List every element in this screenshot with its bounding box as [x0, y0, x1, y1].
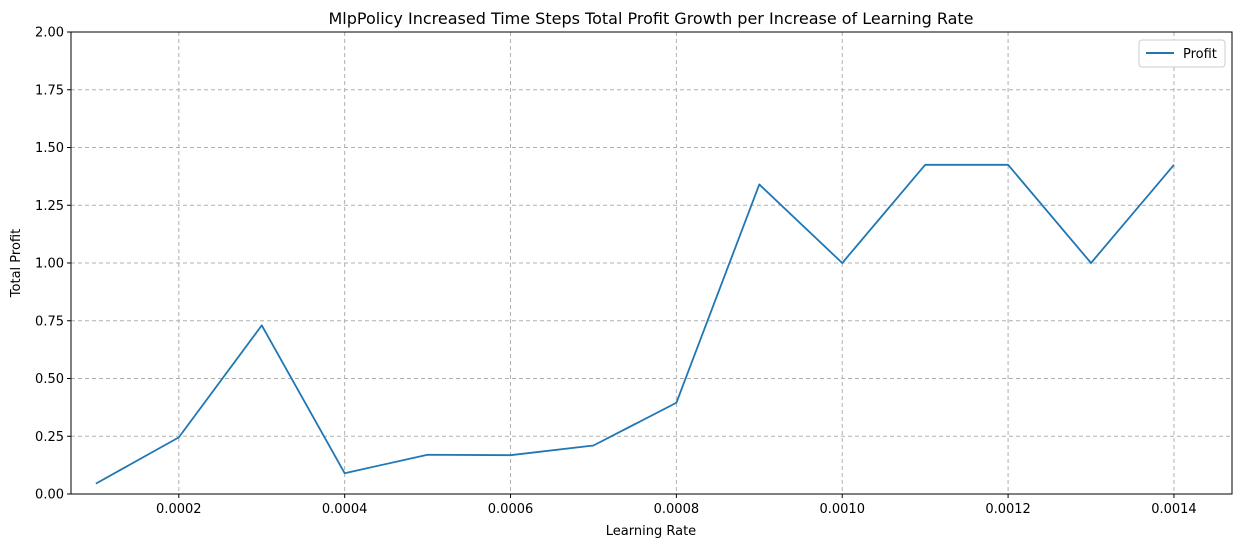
- y-axis-label: Total Profit: [9, 229, 24, 298]
- legend-label: Profit: [1183, 47, 1217, 62]
- x-tick-label: 0.0012: [985, 502, 1031, 517]
- y-tick-label: 1.00: [35, 257, 64, 272]
- y-tick-label: 2.00: [35, 26, 64, 41]
- y-tick-label: 0.25: [35, 430, 64, 445]
- legend: Profit: [1139, 40, 1225, 67]
- x-tick-label: 0.0006: [488, 502, 534, 517]
- y-tick-label: 1.25: [35, 199, 64, 214]
- chart-title: MlpPolicy Increased Time Steps Total Pro…: [328, 9, 973, 28]
- x-axis-label: Learning Rate: [606, 524, 696, 539]
- y-tick-label: 1.75: [35, 83, 64, 98]
- x-tick-label: 0.0008: [654, 502, 700, 517]
- x-tick-label: 0.0010: [819, 502, 865, 517]
- x-tick-label: 0.0002: [156, 502, 202, 517]
- x-tick-label: 0.0004: [322, 502, 368, 517]
- y-tick-label: 0.50: [35, 372, 64, 387]
- y-tick-label: 0.75: [35, 314, 64, 329]
- y-tick-label: 0.00: [35, 488, 64, 503]
- x-tick-label: 0.0014: [1151, 502, 1197, 517]
- y-tick-label: 1.50: [35, 141, 64, 156]
